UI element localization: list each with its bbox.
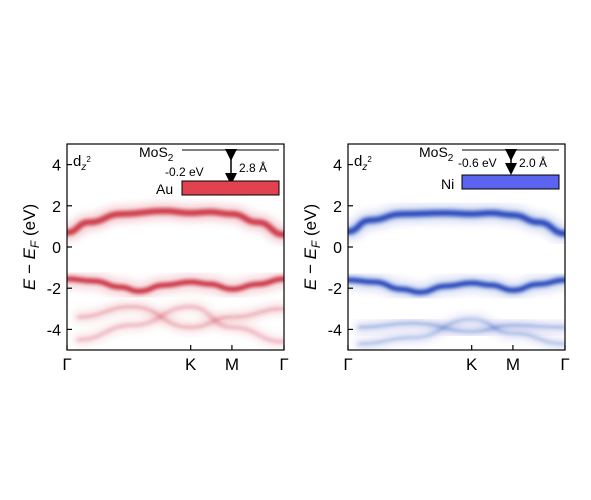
band-upper [348, 210, 565, 237]
y-tick-label: -2 [328, 281, 342, 298]
band-deep-b [357, 317, 565, 346]
metal-label: Au [156, 181, 173, 197]
band-deep-a [76, 305, 284, 329]
band-upper [67, 207, 284, 238]
y-tick-label: -2 [47, 281, 61, 298]
structure-inset: MoS2 -0.6 eV 2.0 Å Ni [419, 144, 560, 192]
y-axis-label: E − EF (eV) [20, 204, 42, 290]
band-lower [348, 277, 565, 295]
shift-label: -0.2 eV [165, 165, 204, 179]
panel-label: dz2 [73, 153, 91, 173]
metal-slab [181, 180, 280, 196]
y-tick-label: 4 [52, 158, 61, 175]
metal-slab [461, 174, 560, 190]
x-tick-label: M [506, 355, 520, 374]
x-tick-label: M [225, 355, 239, 374]
x-tick-label: Γ [343, 355, 352, 374]
band-heatmap [348, 206, 565, 348]
x-tick-label: Γ [62, 355, 71, 374]
band-lower [67, 276, 284, 294]
layer-top-label: MoS2 [139, 144, 174, 164]
y-axis-label: E − EF (eV) [301, 204, 323, 290]
panel-au: 4 2 0 -2 -4 Γ K M Γ E − EF (eV) dz2 MoS2 -0.2 e… [20, 143, 289, 374]
band-deep-a [357, 321, 565, 333]
y-tick-label: 4 [333, 158, 342, 175]
y-tick-label: -4 [47, 322, 61, 339]
panel-ni: 4 2 0 -2 -4 Γ K M Γ E − EF (eV) dz2 MoS2 -0.6 e… [301, 143, 570, 374]
layer-top-label: MoS2 [419, 144, 454, 164]
panel-label: dz2 [354, 153, 372, 173]
shift-label: -0.6 eV [458, 156, 497, 170]
x-tick-label: Γ [279, 355, 288, 374]
y-axis: 4 2 0 -2 -4 [328, 158, 353, 339]
x-tick-label: Γ [560, 355, 569, 374]
y-tick-label: 0 [333, 240, 342, 257]
y-axis: 4 2 0 -2 -4 [47, 158, 72, 339]
metal-label: Ni [441, 176, 454, 192]
y-tick-label: 2 [52, 199, 61, 216]
distance-label: 2.0 Å [519, 155, 547, 170]
structure-inset: MoS2 -0.2 eV 2.8 Å Au [139, 144, 280, 197]
x-tick-label: K [185, 355, 197, 374]
band-heatmap [67, 203, 284, 346]
y-tick-label: -4 [328, 322, 342, 339]
y-tick-label: 0 [52, 240, 61, 257]
distance-label: 2.8 Å [239, 160, 267, 175]
band-deep-b [76, 305, 284, 344]
y-tick-label: 2 [333, 199, 342, 216]
x-tick-label: K [466, 355, 478, 374]
